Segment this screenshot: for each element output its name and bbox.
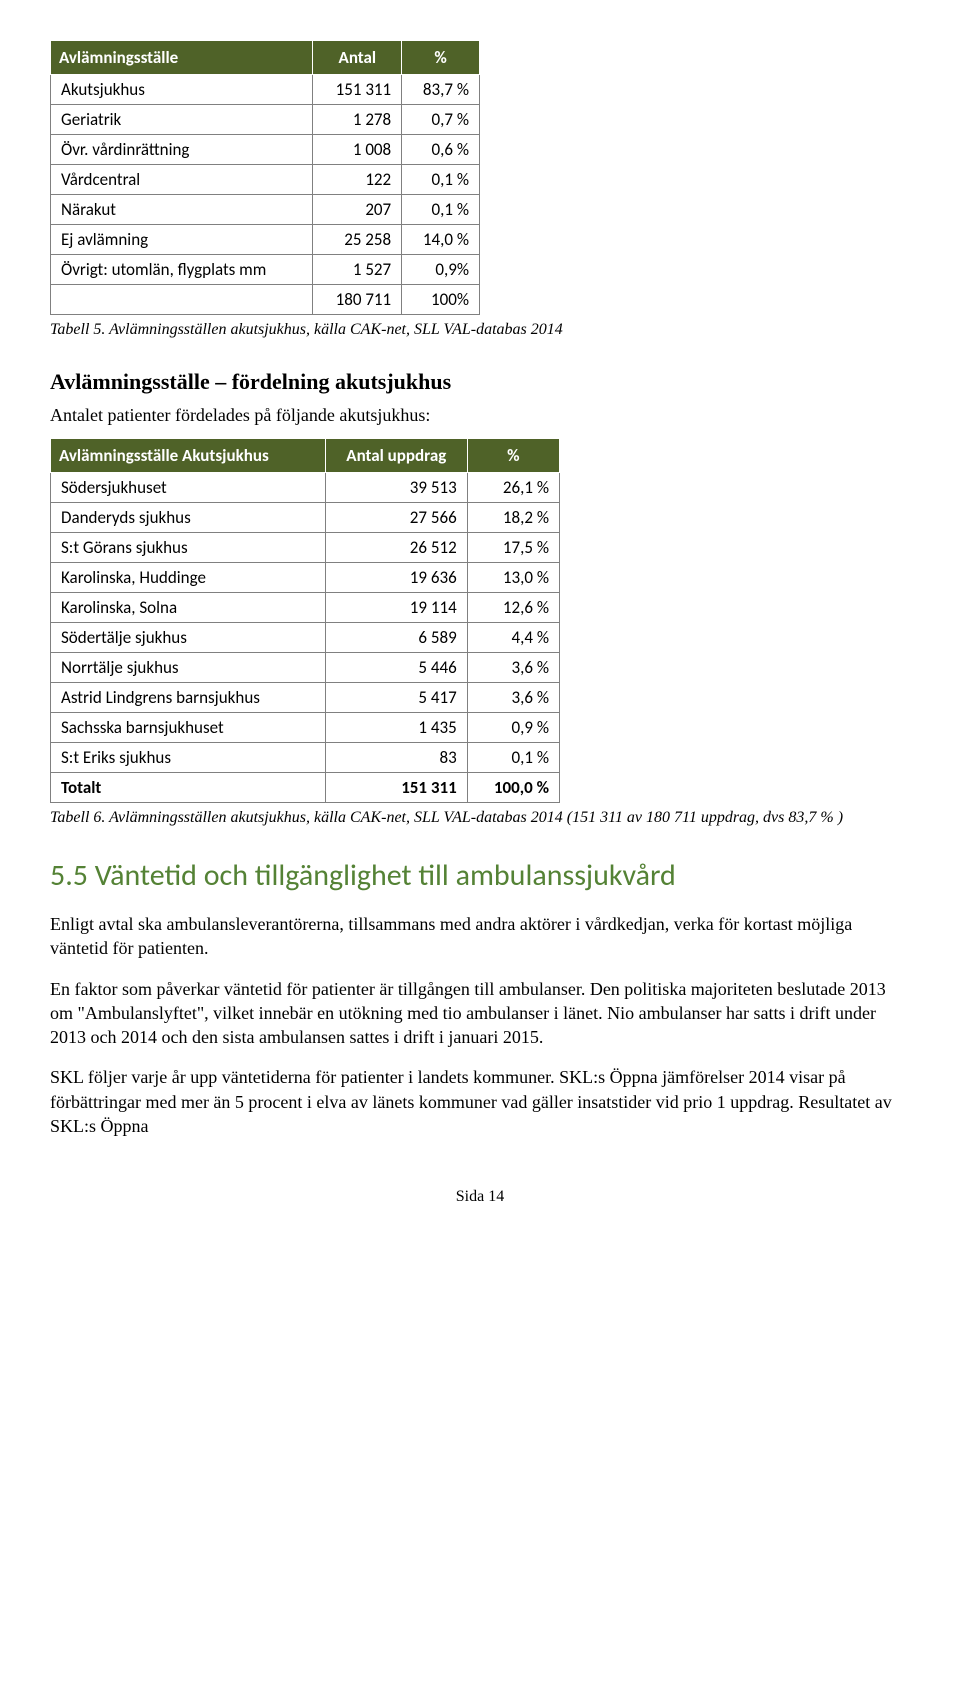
cell: 1 008 [313,135,402,165]
cell: 19 636 [325,563,467,593]
cell: 207 [313,195,402,225]
cell: 83,7 % [402,75,480,105]
cell-total-pct: 100,0 % [467,773,559,803]
th-antal: Antal [313,41,402,75]
paragraph: SKL följer varje år upp väntetiderna för… [50,1065,910,1138]
th-plats: Avlämningsställe [51,41,313,75]
subheading-fordelning: Avlämningsställe – fördelning akutsjukhu… [50,369,910,395]
cell: Närakut [51,195,313,225]
paragraph: Enligt avtal ska ambulansleverantörerna,… [50,912,910,961]
cell: 39 513 [325,473,467,503]
table-avlamningsstalle: Avlämningsställe Antal % Akutsjukhus151 … [50,40,480,315]
section-heading: 5.5 Väntetid och tillgänglighet till amb… [50,857,910,894]
cell: 18,2 % [467,503,559,533]
cell: Karolinska, Huddinge [51,563,326,593]
cell: S:t Eriks sjukhus [51,743,326,773]
page-footer: Sida 14 [50,1188,910,1206]
table-akutsjukhus: Avlämningsställe Akutsjukhus Antal uppdr… [50,438,560,803]
cell: Akutsjukhus [51,75,313,105]
cell: 13,0 % [467,563,559,593]
th-antal: Antal uppdrag [325,439,467,473]
th-pct: % [402,41,480,75]
cell: Karolinska, Solna [51,593,326,623]
cell: 5 446 [325,653,467,683]
table2-body: Södersjukhuset39 51326,1 % Danderyds sju… [51,473,560,803]
table1-caption: Tabell 5. Avlämningsställen akutsjukhus,… [50,321,910,339]
cell: 122 [313,165,402,195]
cell: Astrid Lindgrens barnsjukhus [51,683,326,713]
intro-text: Antalet patienter fördelades på följande… [50,405,910,426]
cell: 5 417 [325,683,467,713]
cell: 0,7 % [402,105,480,135]
cell: S:t Görans sjukhus [51,533,326,563]
cell: 12,6 % [467,593,559,623]
cell: 0,9% [402,255,480,285]
cell: 14,0 % [402,225,480,255]
cell: 0,1 % [402,165,480,195]
cell: 25 258 [313,225,402,255]
cell: Övr. vårdinrättning [51,135,313,165]
cell: 6 589 [325,623,467,653]
cell: 0,1 % [467,743,559,773]
cell: 4,4 % [467,623,559,653]
cell: 151 311 [313,75,402,105]
cell: 3,6 % [467,653,559,683]
cell: Norrtälje sjukhus [51,653,326,683]
cell [51,285,313,315]
cell-total-label: Totalt [51,773,326,803]
table2-caption: Tabell 6. Avlämningsställen akutsjukhus,… [50,809,910,827]
cell-total-antal: 151 311 [325,773,467,803]
cell: 0,1 % [402,195,480,225]
cell: 0,9 % [467,713,559,743]
cell: Södertälje sjukhus [51,623,326,653]
cell: 83 [325,743,467,773]
cell: 17,5 % [467,533,559,563]
cell: 19 114 [325,593,467,623]
cell: 1 527 [313,255,402,285]
th-pct: % [467,439,559,473]
cell: 26,1 % [467,473,559,503]
cell: 1 435 [325,713,467,743]
table1-body: Akutsjukhus151 31183,7 % Geriatrik1 2780… [51,75,480,315]
cell: Danderyds sjukhus [51,503,326,533]
cell: 180 711 [313,285,402,315]
cell: 0,6 % [402,135,480,165]
cell: 100% [402,285,480,315]
cell: Sachsska barnsjukhuset [51,713,326,743]
cell: 26 512 [325,533,467,563]
th-plats: Avlämningsställe Akutsjukhus [51,439,326,473]
cell: Övrigt: utomlän, flygplats mm [51,255,313,285]
cell: Södersjukhuset [51,473,326,503]
cell: 1 278 [313,105,402,135]
paragraph: En faktor som påverkar väntetid för pati… [50,977,910,1050]
cell: Vårdcentral [51,165,313,195]
cell: Geriatrik [51,105,313,135]
cell: 3,6 % [467,683,559,713]
cell: Ej avlämning [51,225,313,255]
cell: 27 566 [325,503,467,533]
